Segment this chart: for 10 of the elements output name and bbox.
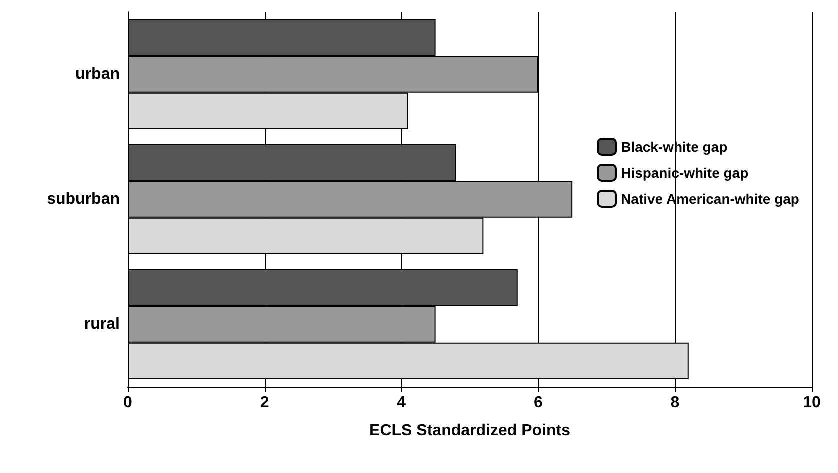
y-tick-label: urban xyxy=(76,66,120,83)
x-tick-label: 2 xyxy=(260,394,270,412)
x-tick-label: 6 xyxy=(534,394,543,412)
y-tick-label: suburban xyxy=(47,191,120,208)
x-tick-label: 4 xyxy=(397,394,406,412)
x-tick-label: 10 xyxy=(803,394,821,412)
y-tick-label: rural xyxy=(84,316,120,333)
x-tick-label: 0 xyxy=(124,394,133,412)
x-tick-label: 8 xyxy=(670,394,680,412)
x-axis-title: ECLS Standardized Points xyxy=(370,422,571,440)
